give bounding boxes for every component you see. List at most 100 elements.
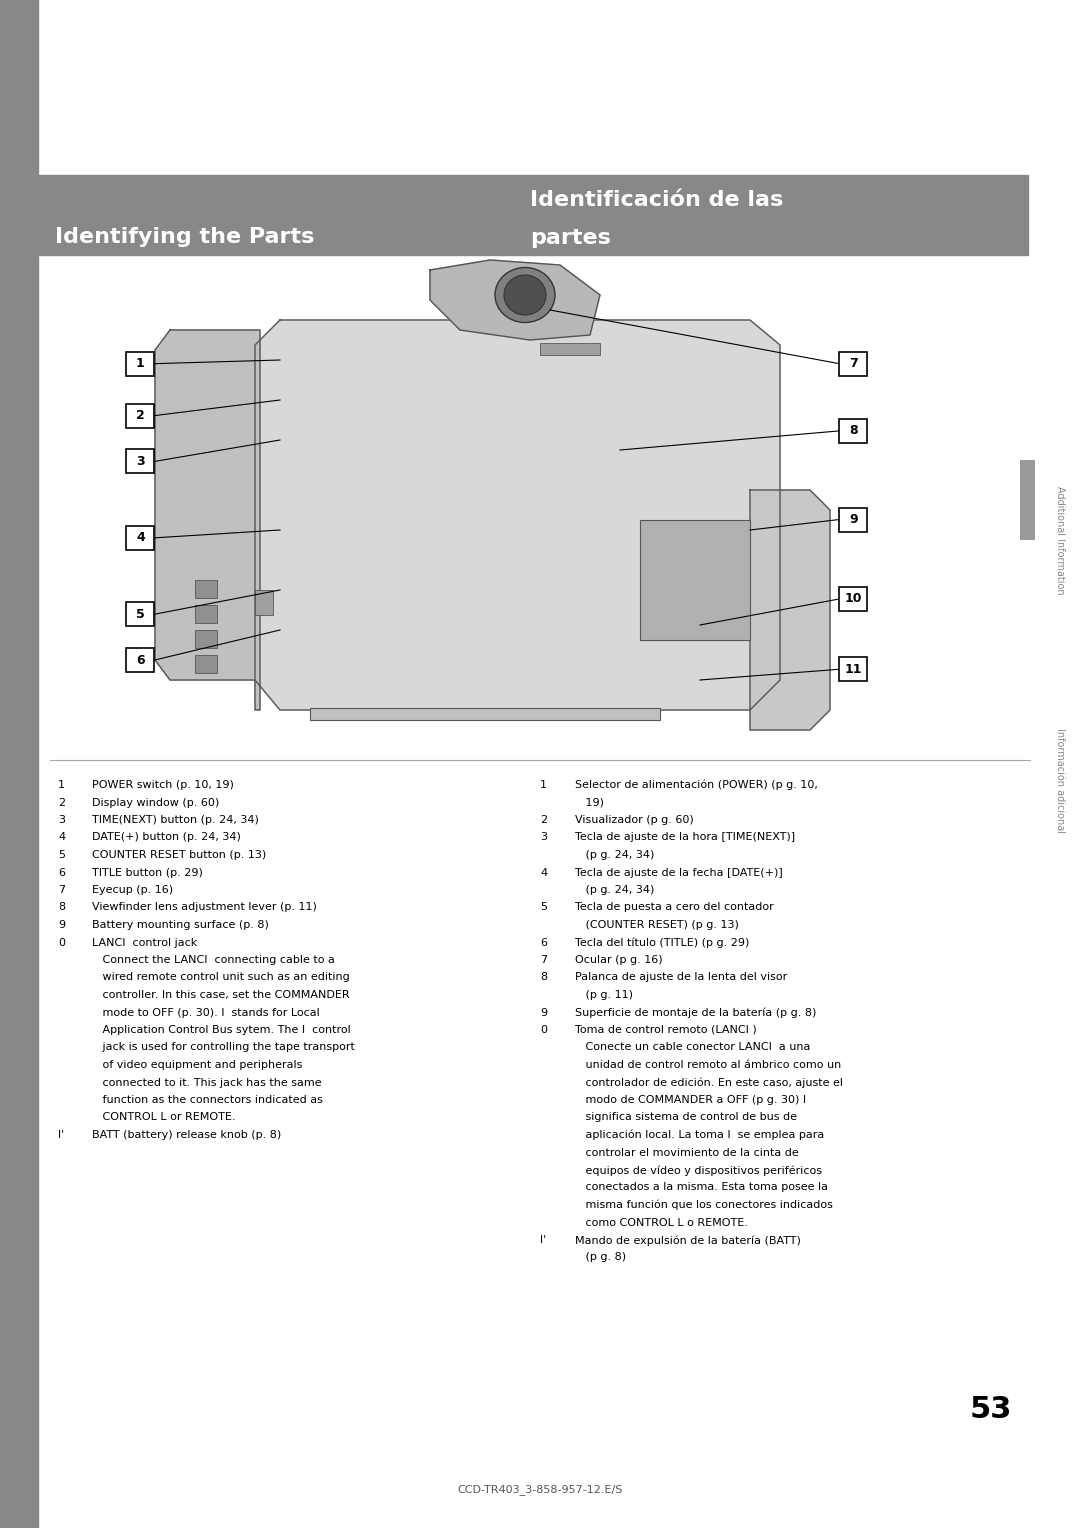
Text: TIME(NEXT) button (p. 24, 34): TIME(NEXT) button (p. 24, 34) <box>92 814 259 825</box>
Text: 7: 7 <box>58 885 65 895</box>
Polygon shape <box>255 319 780 711</box>
Polygon shape <box>156 330 260 711</box>
Text: Ocular (p g. 16): Ocular (p g. 16) <box>575 955 663 966</box>
Text: significa sistema de control de bus de: significa sistema de control de bus de <box>575 1112 797 1123</box>
Text: Eyecup (p. 16): Eyecup (p. 16) <box>92 885 173 895</box>
Bar <box>839 587 867 611</box>
Ellipse shape <box>495 267 555 322</box>
Text: aplicación local. La toma Ⅰ  se emplea para: aplicación local. La toma Ⅰ se emplea pa… <box>575 1131 824 1140</box>
Text: controlador de edición. En este caso, ajuste el: controlador de edición. En este caso, aj… <box>575 1077 843 1088</box>
Text: 3: 3 <box>540 833 546 842</box>
Text: 1: 1 <box>58 779 65 790</box>
Text: BATT (battery) release knob (p. 8): BATT (battery) release knob (p. 8) <box>92 1131 281 1140</box>
Text: partes: partes <box>530 228 611 248</box>
Text: LANCⅠ  control jack: LANCⅠ control jack <box>92 938 198 947</box>
Text: 9: 9 <box>58 920 65 931</box>
Text: POWER switch (p. 10, 19): POWER switch (p. 10, 19) <box>92 779 234 790</box>
Text: 2: 2 <box>136 410 145 422</box>
Bar <box>540 342 600 354</box>
Bar <box>640 520 750 640</box>
Bar <box>195 656 217 672</box>
Text: 2: 2 <box>540 814 548 825</box>
Text: 8: 8 <box>849 425 858 437</box>
Text: 6: 6 <box>136 654 145 666</box>
Bar <box>1020 460 1035 539</box>
Text: 6: 6 <box>540 938 546 947</box>
Bar <box>0 0 38 1528</box>
Bar <box>126 526 154 550</box>
Text: TITLE button (p. 29): TITLE button (p. 29) <box>92 868 203 877</box>
Text: CCD-TR403_3-858-957-12.E/S: CCD-TR403_3-858-957-12.E/S <box>457 1485 623 1496</box>
Text: 3: 3 <box>136 455 145 468</box>
Bar <box>839 507 867 532</box>
Text: 9: 9 <box>540 1007 548 1018</box>
Bar <box>839 419 867 443</box>
Text: Superficie de montaje de la batería (p g. 8): Superficie de montaje de la batería (p g… <box>575 1007 816 1018</box>
Text: 5: 5 <box>540 903 546 912</box>
Text: Identificación de las: Identificación de las <box>530 189 783 209</box>
Text: misma función que los conectores indicados: misma función que los conectores indicad… <box>575 1199 833 1210</box>
Bar <box>126 351 154 376</box>
Text: Connect the LANCⅠ  connecting cable to a: Connect the LANCⅠ connecting cable to a <box>92 955 335 966</box>
Text: 5: 5 <box>136 608 145 620</box>
Text: 4: 4 <box>540 868 548 877</box>
Text: unidad de control remoto al ámbrico como un: unidad de control remoto al ámbrico como… <box>575 1060 841 1070</box>
Text: como CONTROL L o REMOTE.: como CONTROL L o REMOTE. <box>575 1218 747 1227</box>
Polygon shape <box>750 490 831 730</box>
Text: (p g. 24, 34): (p g. 24, 34) <box>575 885 654 895</box>
Bar <box>255 590 273 614</box>
Bar <box>126 449 154 474</box>
Text: Conecte un cable conector LANCⅠ  a una: Conecte un cable conector LANCⅠ a una <box>575 1042 810 1053</box>
Text: connected to it. This jack has the same: connected to it. This jack has the same <box>92 1077 322 1088</box>
Text: Viewfinder lens adjustment lever (p. 11): Viewfinder lens adjustment lever (p. 11) <box>92 903 316 912</box>
Bar <box>839 657 867 681</box>
Text: 4: 4 <box>136 532 145 544</box>
Text: Application Control Bus sytem. The Ⅰ  control: Application Control Bus sytem. The Ⅰ con… <box>92 1025 351 1034</box>
Bar <box>126 648 154 672</box>
Bar <box>126 602 154 626</box>
Text: 5: 5 <box>58 850 65 860</box>
Text: (p g. 11): (p g. 11) <box>575 990 633 999</box>
Text: jack is used for controlling the tape transport: jack is used for controlling the tape tr… <box>92 1042 355 1053</box>
Text: modo de COMMANDER a OFF (p g. 30) Ⅰ: modo de COMMANDER a OFF (p g. 30) Ⅰ <box>575 1096 806 1105</box>
Text: Mando de expulsión de la batería (BATT): Mando de expulsión de la batería (BATT) <box>575 1235 801 1245</box>
Text: (p g. 8): (p g. 8) <box>575 1253 626 1262</box>
Text: 1: 1 <box>136 358 145 370</box>
Text: 53: 53 <box>970 1395 1012 1424</box>
Text: 9: 9 <box>849 513 858 526</box>
Bar <box>839 351 867 376</box>
Text: 7: 7 <box>540 955 548 966</box>
Text: Tecla del título (TITLE) (p g. 29): Tecla del título (TITLE) (p g. 29) <box>575 938 750 947</box>
Bar <box>310 707 660 720</box>
Text: DATE(+) button (p. 24, 34): DATE(+) button (p. 24, 34) <box>92 833 241 842</box>
Text: 3: 3 <box>58 814 65 825</box>
Text: (COUNTER RESET) (p g. 13): (COUNTER RESET) (p g. 13) <box>575 920 739 931</box>
Text: Identifying the Parts: Identifying the Parts <box>55 228 314 248</box>
Text: (p g. 24, 34): (p g. 24, 34) <box>575 850 654 860</box>
Bar <box>38 176 1028 255</box>
Ellipse shape <box>504 275 546 315</box>
Text: mode to OFF (p. 30). Ⅰ  stands for Local: mode to OFF (p. 30). Ⅰ stands for Local <box>92 1007 320 1018</box>
Text: Additional Information: Additional Information <box>1055 486 1065 594</box>
Text: 11: 11 <box>845 663 862 675</box>
Text: 2: 2 <box>58 798 65 807</box>
Text: of video equipment and peripherals: of video equipment and peripherals <box>92 1060 302 1070</box>
Text: Selector de alimentación (POWER) (p g. 10,: Selector de alimentación (POWER) (p g. 1… <box>575 779 818 790</box>
Text: controller. In this case, set the COMMANDER: controller. In this case, set the COMMAN… <box>92 990 350 999</box>
Text: Tecla de puesta a cero del contador: Tecla de puesta a cero del contador <box>575 903 773 912</box>
Text: COUNTER RESET button (p. 13): COUNTER RESET button (p. 13) <box>92 850 267 860</box>
Text: wired remote control unit such as an editing: wired remote control unit such as an edi… <box>92 972 350 983</box>
Text: controlar el movimiento de la cinta de: controlar el movimiento de la cinta de <box>575 1148 799 1158</box>
Text: Tecla de ajuste de la fecha [DATE(+)]: Tecla de ajuste de la fecha [DATE(+)] <box>575 868 783 877</box>
Text: Display window (p. 60): Display window (p. 60) <box>92 798 219 807</box>
Bar <box>126 403 154 428</box>
Text: CONTROL L or REMOTE.: CONTROL L or REMOTE. <box>92 1112 235 1123</box>
Text: Tecla de ajuste de la hora [TIME(NEXT)]: Tecla de ajuste de la hora [TIME(NEXT)] <box>575 833 795 842</box>
Text: 8: 8 <box>540 972 548 983</box>
Text: 10: 10 <box>845 593 862 605</box>
Bar <box>195 581 217 597</box>
Text: 8: 8 <box>58 903 65 912</box>
Text: 0: 0 <box>540 1025 546 1034</box>
Text: Palanca de ajuste de la lenta del visor: Palanca de ajuste de la lenta del visor <box>575 972 787 983</box>
Text: Toma de control remoto (LANCⅠ ): Toma de control remoto (LANCⅠ ) <box>575 1025 757 1034</box>
